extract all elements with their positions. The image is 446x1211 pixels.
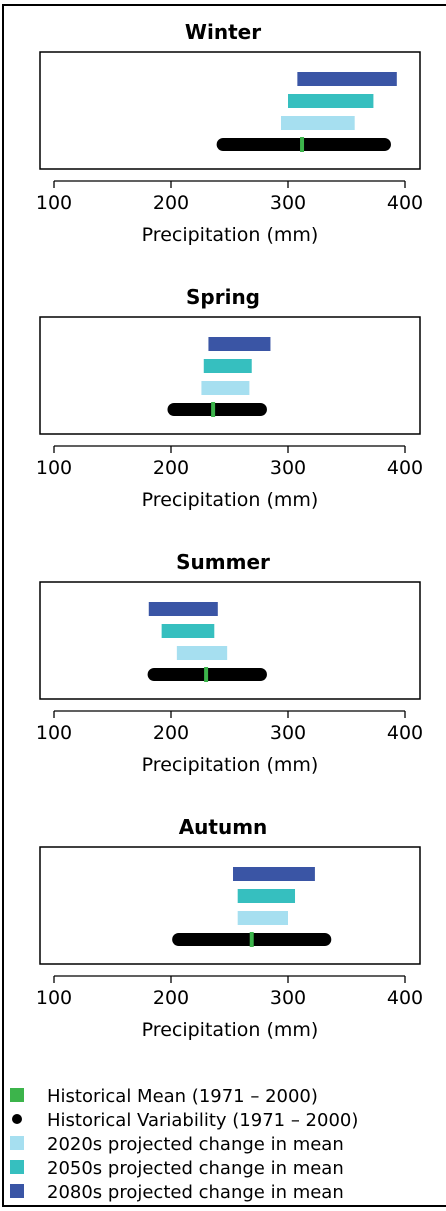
- bar-2050s: [237, 889, 296, 903]
- bar-2020s: [176, 646, 228, 660]
- legend-item-label: 2020s projected change in mean: [47, 1134, 344, 1155]
- legend: Historical Mean (1971 – 2000) Historical …: [10, 1086, 358, 1203]
- x-tick-label: 400: [387, 722, 423, 744]
- x-tick-label: 400: [387, 192, 423, 214]
- panel-title: Spring: [186, 285, 260, 309]
- plot-area: [39, 846, 421, 965]
- plot-area: [39, 581, 421, 700]
- x-tick-label: 100: [36, 987, 72, 1009]
- bar-2020s: [237, 911, 288, 925]
- bar-2020s: [280, 116, 355, 130]
- plot-area: [39, 51, 421, 170]
- x-tick-label: 200: [153, 457, 189, 479]
- bar-2080s: [297, 72, 397, 86]
- legend-marker-square: [10, 1160, 24, 1174]
- panel-autumn: Autumn 100 200 300 400 Precipitation (mm): [36, 815, 423, 1041]
- x-axis-label: Precipitation (mm): [142, 224, 319, 246]
- panel-title: Winter: [185, 20, 261, 44]
- historical-mean-marker: [204, 667, 209, 682]
- legend-marker-square: [10, 1088, 24, 1102]
- x-axis-label: Precipitation (mm): [142, 754, 319, 776]
- plot-area: [39, 316, 421, 435]
- bar-2050s: [288, 94, 374, 108]
- x-tick-label: 400: [387, 987, 423, 1009]
- legend-item-label: 2080s projected change in mean: [47, 1182, 344, 1203]
- historical-mean-marker: [211, 402, 216, 417]
- legend-item-label: 2050s projected change in mean: [47, 1158, 344, 1179]
- x-tick-label: 300: [270, 192, 306, 214]
- x-tick-label: 200: [153, 987, 189, 1009]
- legend-marker-circle: [12, 1114, 22, 1124]
- x-tick-label: 100: [36, 457, 72, 479]
- historical-mean-marker: [249, 932, 254, 947]
- bar-2080s: [233, 867, 315, 881]
- x-axis-label: Precipitation (mm): [142, 1019, 319, 1041]
- x-tick-label: 100: [36, 192, 72, 214]
- bar-2080s: [148, 602, 218, 616]
- legend-marker-square: [10, 1136, 24, 1150]
- panel-winter: Winter 100 200 300 400 Precipitation (mm): [36, 20, 423, 246]
- historical-variability-bar: [167, 403, 267, 416]
- bar-2080s: [208, 337, 271, 351]
- historical-mean-marker: [300, 137, 305, 152]
- x-tick-label: 100: [36, 722, 72, 744]
- x-axis-label: Precipitation (mm): [142, 489, 319, 511]
- x-tick-label: 200: [153, 192, 189, 214]
- legend-item-label: Historical Mean (1971 – 2000): [47, 1086, 318, 1107]
- panel-spring: Spring 100 200 300 400 Precipitation (mm): [36, 285, 423, 511]
- panel-summer: Summer 100 200 300 400 Precipitation (mm): [36, 550, 423, 776]
- panel-title: Summer: [176, 550, 270, 574]
- panel-title: Autumn: [179, 815, 268, 839]
- x-tick-label: 200: [153, 722, 189, 744]
- x-tick-label: 400: [387, 457, 423, 479]
- x-tick-label: 300: [270, 457, 306, 479]
- legend-item-label: Historical Variability (1971 – 2000): [47, 1110, 358, 1131]
- bar-2020s: [201, 381, 250, 395]
- figure-frame: [2, 4, 446, 1207]
- bar-2050s: [161, 624, 215, 638]
- x-tick-label: 300: [270, 987, 306, 1009]
- bar-2050s: [203, 359, 252, 373]
- x-tick-label: 300: [270, 722, 306, 744]
- legend-marker-square: [10, 1184, 24, 1198]
